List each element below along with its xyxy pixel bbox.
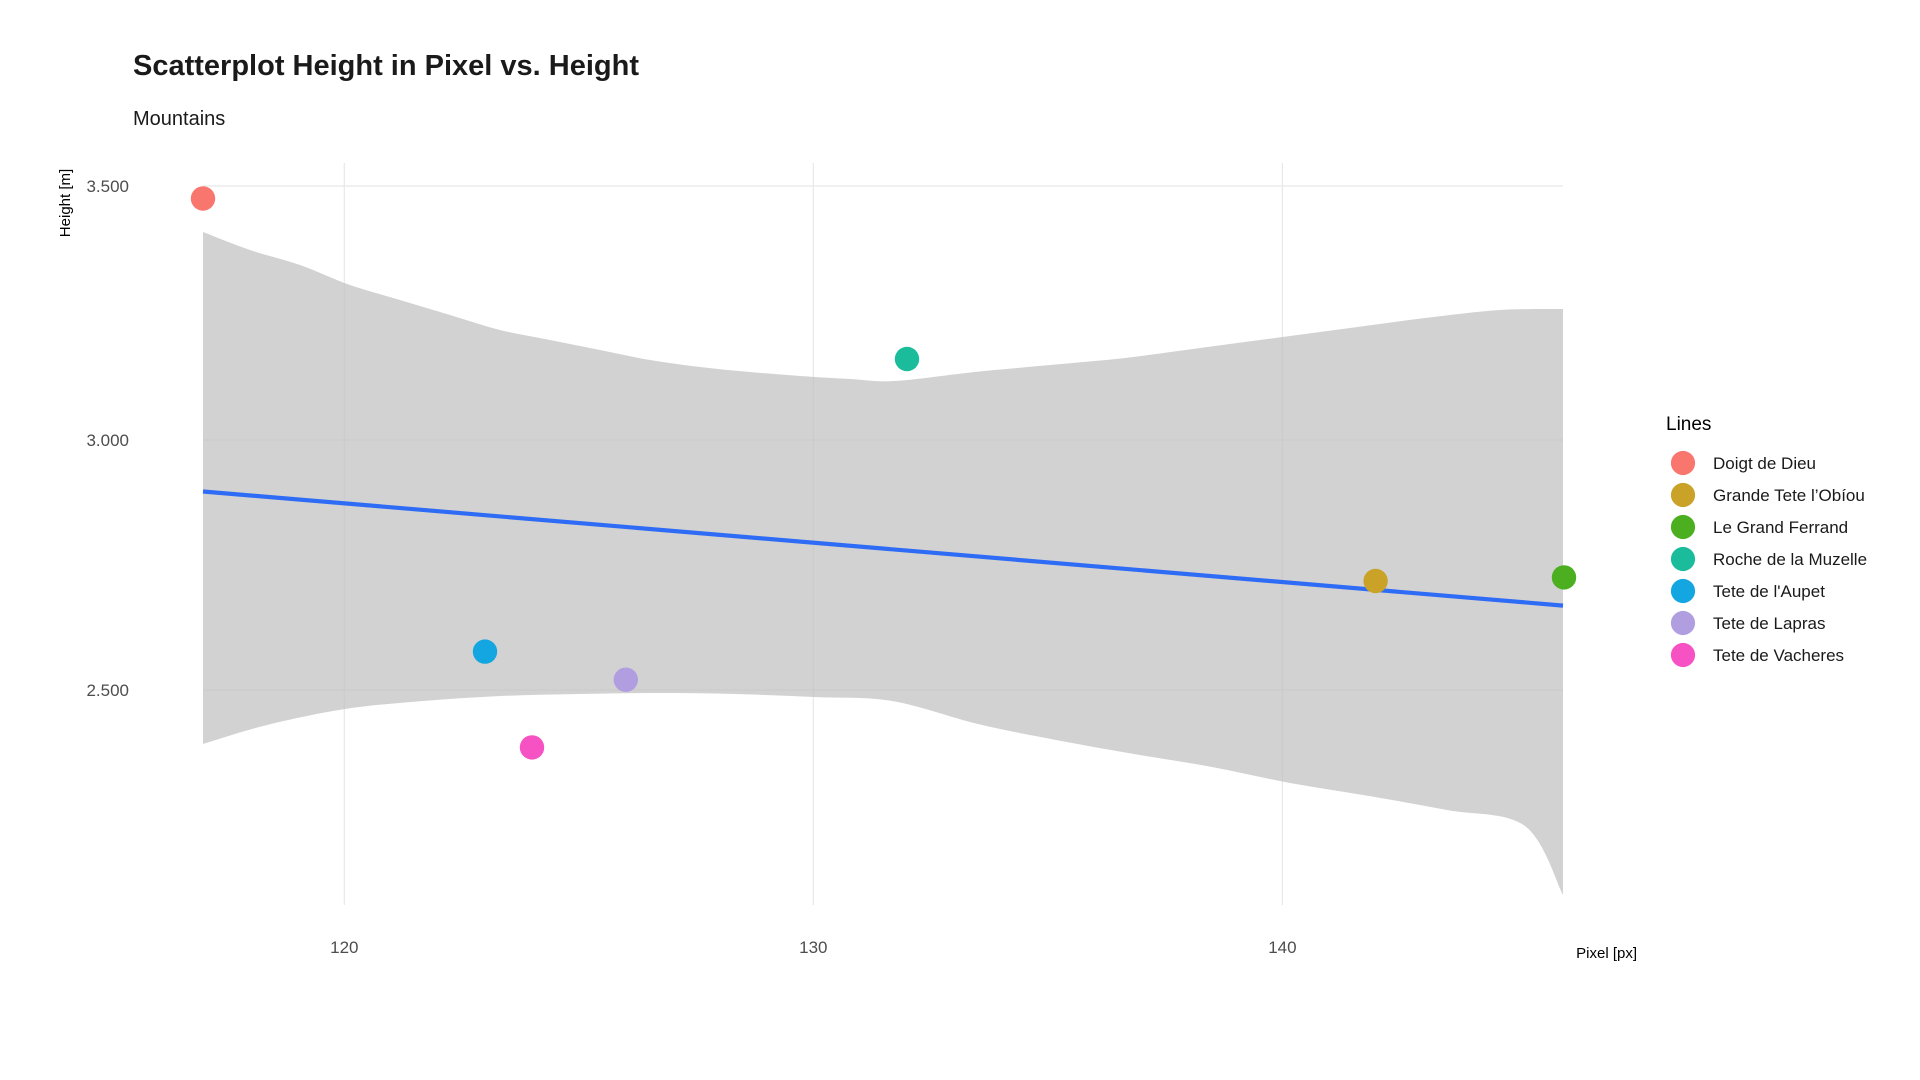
svg-text:3.500: 3.500	[86, 177, 129, 196]
svg-text:Pixel [px]: Pixel [px]	[1576, 945, 1637, 962]
svg-text:Grande Tete l’Obíou: Grande Tete l’Obíou	[1713, 486, 1865, 505]
svg-text:2.500: 2.500	[86, 681, 129, 700]
svg-text:Tete de Lapras: Tete de Lapras	[1713, 614, 1825, 633]
svg-text:140: 140	[1268, 938, 1296, 957]
svg-text:Roche de la Muzelle: Roche de la Muzelle	[1713, 550, 1867, 569]
svg-text:Doigt de Dieu: Doigt de Dieu	[1713, 454, 1816, 473]
svg-text:Le Grand Ferrand: Le Grand Ferrand	[1713, 518, 1848, 537]
svg-text:Lines: Lines	[1666, 414, 1711, 435]
svg-text:Tete de Vacheres: Tete de Vacheres	[1713, 646, 1844, 665]
svg-text:Tete de l'Aupet: Tete de l'Aupet	[1713, 582, 1825, 601]
svg-text:120: 120	[330, 938, 358, 957]
svg-text:Height [m]: Height [m]	[57, 169, 74, 237]
svg-text:130: 130	[799, 938, 827, 957]
svg-text:3.000: 3.000	[86, 431, 129, 450]
